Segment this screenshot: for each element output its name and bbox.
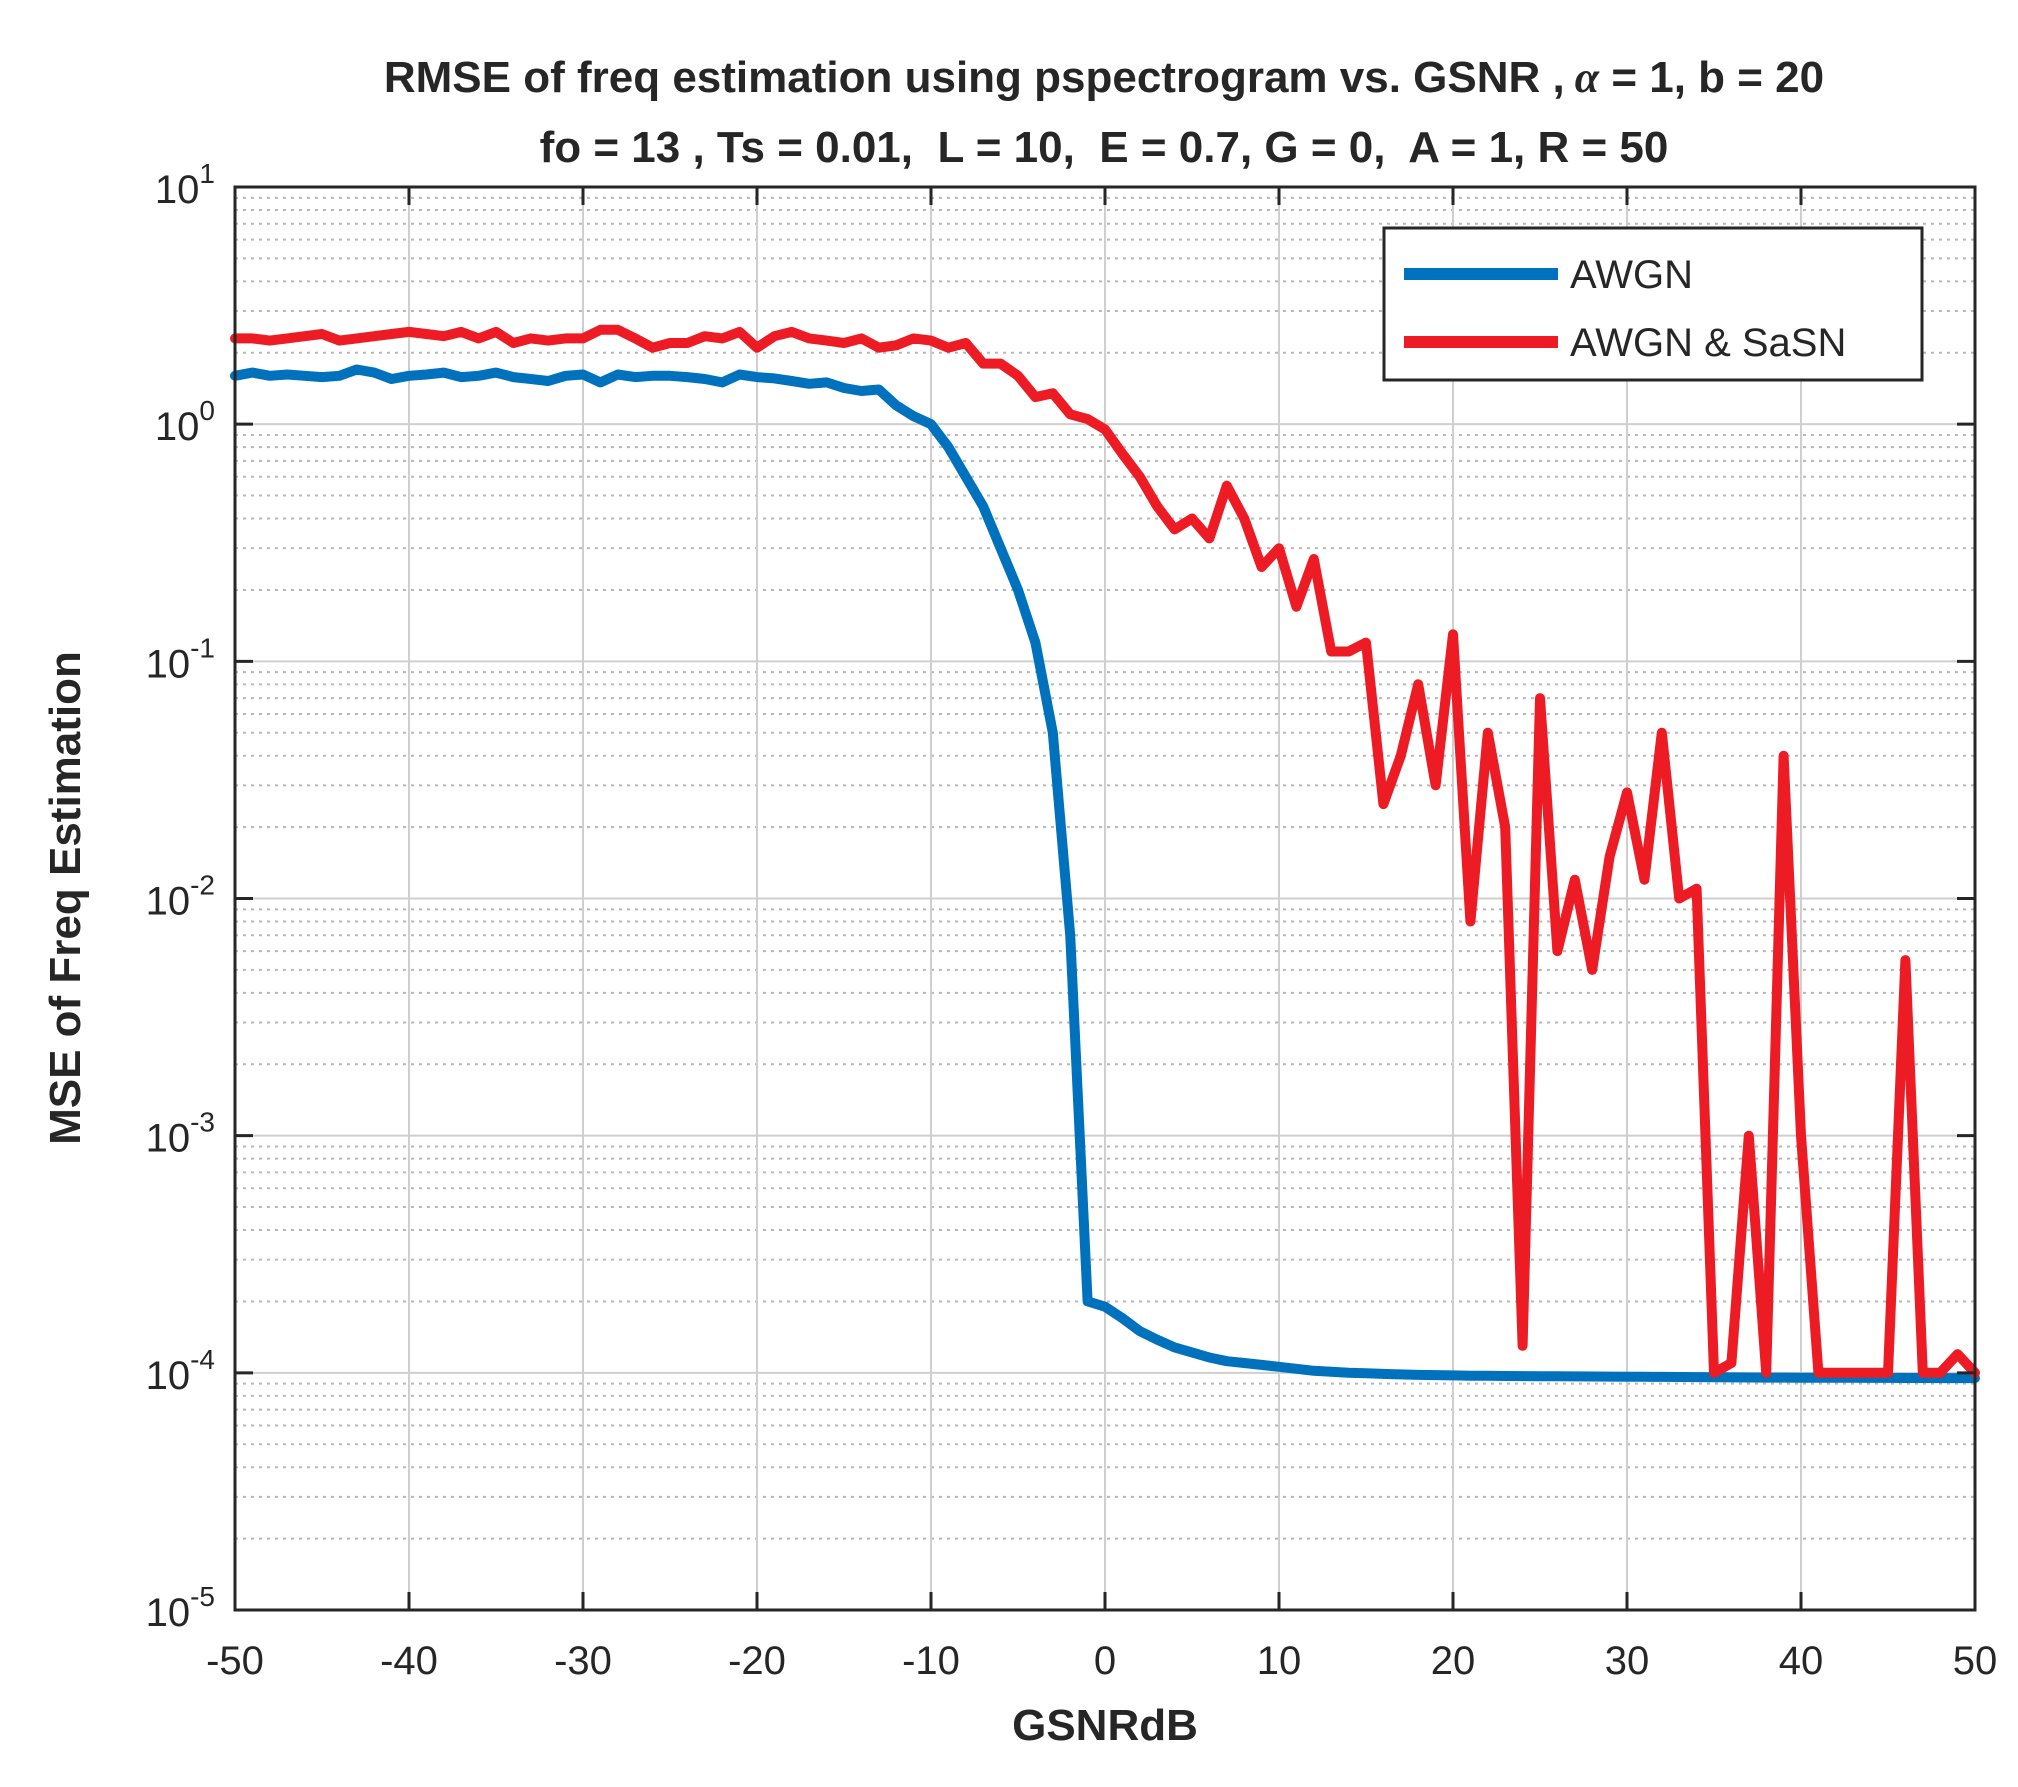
series-lines bbox=[230, 324, 1980, 1384]
x-tick-label: -20 bbox=[728, 1639, 786, 1683]
chart-title-line1: RMSE of freq estimation using pspectrogr… bbox=[384, 53, 1824, 102]
y-tick-label: 10-3 bbox=[146, 1107, 215, 1161]
y-tick-label: 10-2 bbox=[146, 870, 215, 924]
chart-title-line1-text: RMSE of freq estimation using pspectrogr… bbox=[384, 53, 1565, 102]
y-tick-labels: 101 100 10-1 10-2 10-3 10-4 10-5 bbox=[146, 158, 215, 1635]
legend-label-awgn-sasn: AWGN & SaSN bbox=[1570, 321, 1846, 365]
chart-title-line2: fo = 13 , Ts = 0.01, L = 10, E = 0.7, G … bbox=[540, 123, 1669, 172]
chart-title-alpha: α bbox=[1575, 53, 1600, 102]
x-tick-label: -40 bbox=[380, 1639, 438, 1683]
minor-grid bbox=[235, 196, 1975, 1540]
y-tick-label: 101 bbox=[155, 158, 215, 212]
x-tick-label: 0 bbox=[1094, 1639, 1116, 1683]
y-tick-label: 10-5 bbox=[146, 1581, 215, 1635]
x-tick-label: -10 bbox=[902, 1639, 960, 1683]
series-line-awgn bbox=[230, 364, 1980, 1384]
legend: AWGN AWGN & SaSN bbox=[1382, 226, 1924, 382]
y-tick-label: 100 bbox=[155, 395, 215, 449]
x-axis-title: GSNRdB bbox=[1012, 1701, 1198, 1750]
x-tick-label: -50 bbox=[206, 1639, 264, 1683]
y-tick-label: 10-4 bbox=[146, 1344, 215, 1398]
x-tick-label: 10 bbox=[1257, 1639, 1302, 1683]
x-tick-label: 30 bbox=[1605, 1639, 1650, 1683]
x-tick-label: 40 bbox=[1779, 1639, 1824, 1683]
ticks bbox=[233, 185, 1977, 1612]
x-tick-label: 50 bbox=[1953, 1639, 1998, 1683]
chart-title-line1-tail: = 1, b = 20 bbox=[1599, 53, 1824, 102]
legend-box bbox=[1382, 226, 1924, 382]
y-axis-title: MSE of Freq Estimation bbox=[41, 651, 90, 1145]
series-line-awgn-sasn bbox=[230, 324, 1980, 1378]
x-tick-label: 20 bbox=[1431, 1639, 1476, 1683]
legend-label-awgn: AWGN bbox=[1570, 253, 1693, 297]
x-tick-label: -30 bbox=[554, 1639, 612, 1683]
y-tick-label: 10-1 bbox=[146, 632, 215, 686]
x-tick-labels: -50 -40 -30 -20 -10 0 10 20 30 40 50 bbox=[206, 1639, 1997, 1683]
